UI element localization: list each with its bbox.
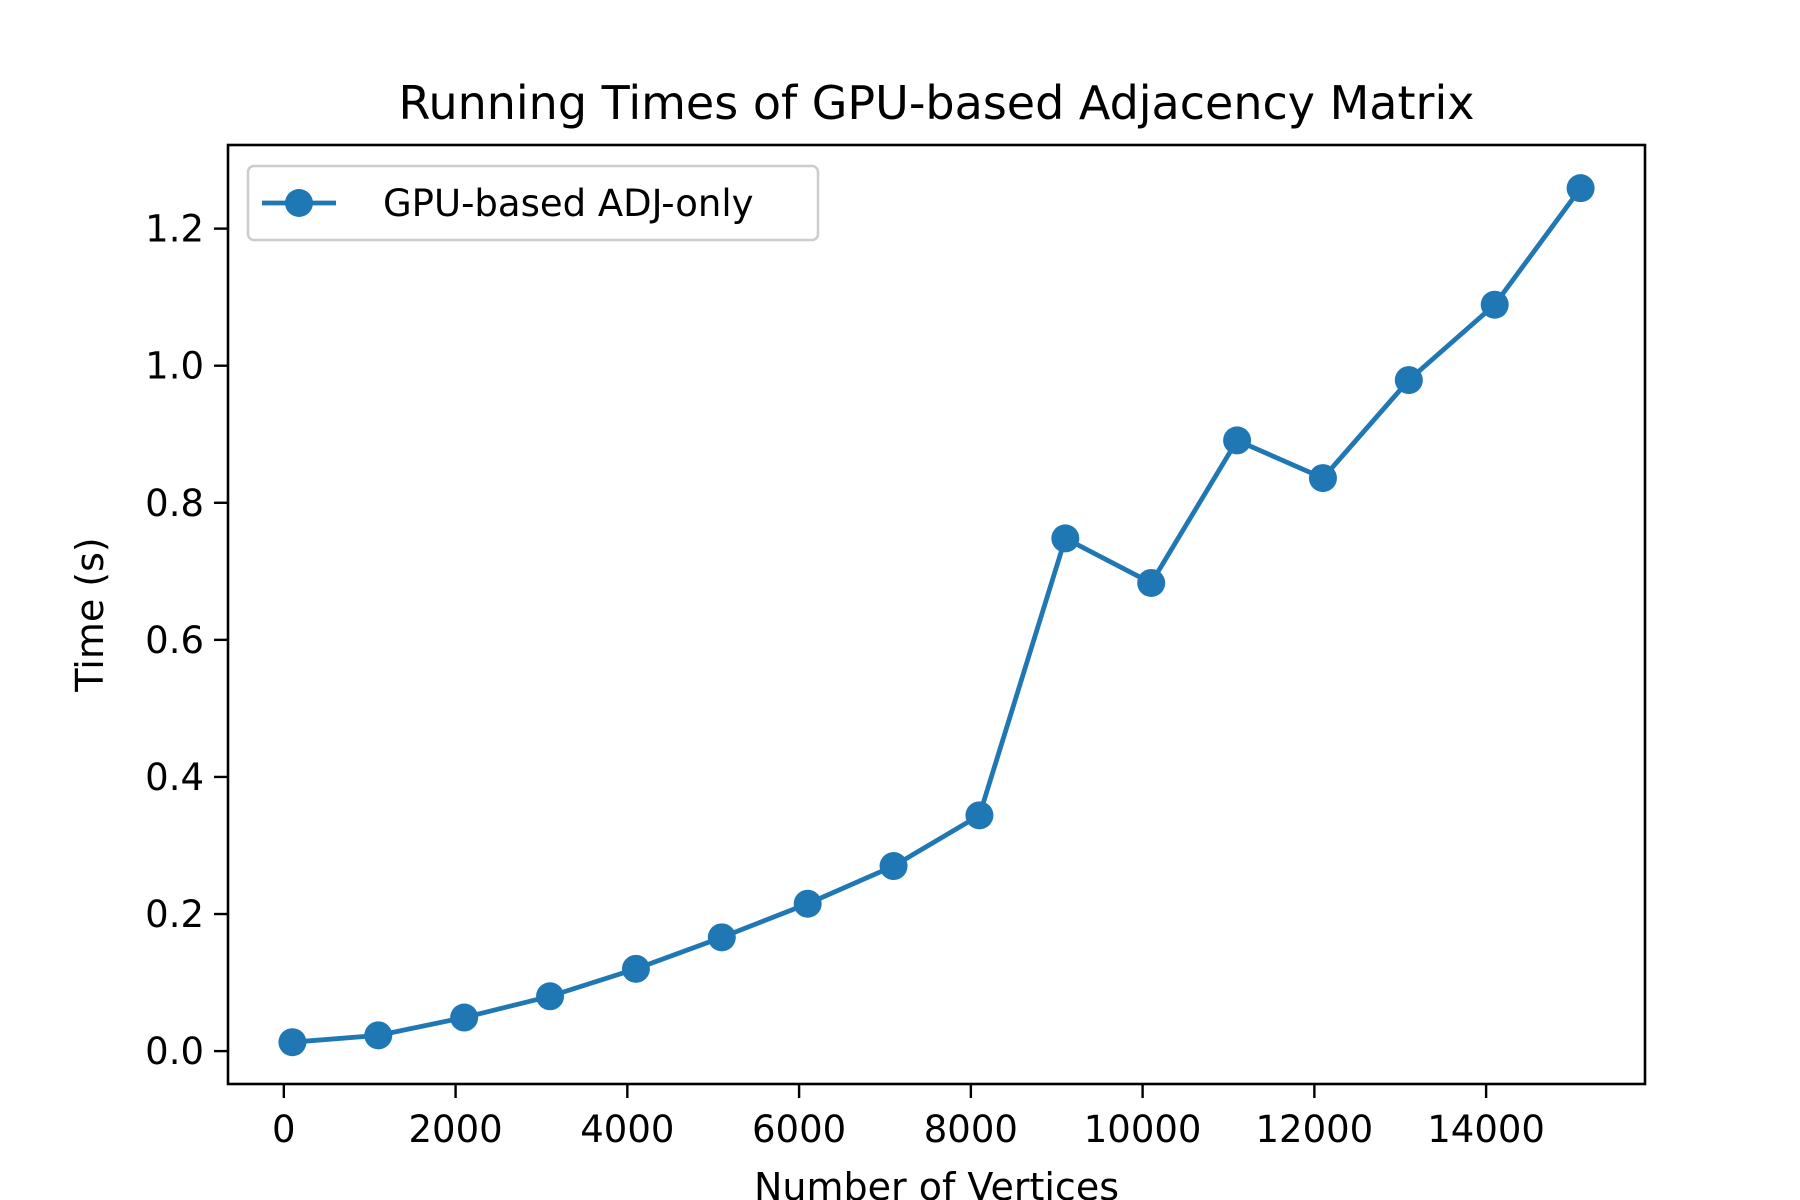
data-point-2 xyxy=(450,1003,479,1032)
data-point-6 xyxy=(793,889,822,918)
legend-marker xyxy=(285,189,313,217)
data-point-9 xyxy=(1051,524,1080,553)
data-point-1 xyxy=(364,1021,393,1050)
series-line-0 xyxy=(292,186,1583,1045)
x-tick-label-1: 2000 xyxy=(408,1108,502,1151)
legend-box xyxy=(246,164,820,242)
legend: GPU-based ADJ-only xyxy=(246,164,820,242)
data-point-13 xyxy=(1394,366,1423,395)
x-tick-label-4: 8000 xyxy=(924,1108,1018,1151)
data-point-12 xyxy=(1308,464,1337,493)
y-tick-label-6: 1.2 xyxy=(145,208,204,251)
x-tick-label-5: 10000 xyxy=(1084,1108,1202,1151)
legend-label: GPU-based ADJ-only xyxy=(383,182,754,225)
y-tick-label-3: 0.6 xyxy=(145,619,204,662)
data-point-0 xyxy=(278,1028,307,1057)
x-tick-label-2: 4000 xyxy=(580,1108,674,1151)
x-axis-label: Number of Vertices xyxy=(754,1165,1119,1200)
data-point-7 xyxy=(879,852,908,881)
data-point-11 xyxy=(1223,426,1252,455)
data-point-5 xyxy=(707,923,736,952)
x-tick-label-6: 12000 xyxy=(1256,1108,1374,1151)
y-tick-label-1: 0.2 xyxy=(145,893,204,936)
data-point-10 xyxy=(1137,568,1166,597)
y-tick-label-0: 0.0 xyxy=(145,1030,204,1073)
x-tick-label-7: 14000 xyxy=(1427,1108,1545,1151)
data-point-4 xyxy=(621,954,650,983)
x-tick-label-0: 0 xyxy=(272,1108,296,1151)
x-axis-ticks: 0 2000 4000 6000 8000 10000 12000 14000 xyxy=(272,1084,1545,1151)
x-tick-label-3: 6000 xyxy=(752,1108,846,1151)
chart-title: Running Times of GPU-based Adjacency Mat… xyxy=(399,76,1475,130)
plot-frame xyxy=(226,143,1647,1086)
data-point-8 xyxy=(965,801,994,830)
data-point-15 xyxy=(1566,174,1595,203)
y-tick-label-4: 0.8 xyxy=(145,482,204,525)
data-point-3 xyxy=(536,982,565,1011)
plot-area xyxy=(226,143,1647,1086)
y-axis-ticks: 0.0 0.2 0.4 0.6 0.8 1.0 1.2 xyxy=(145,208,228,1073)
y-axis-label: Time (s) xyxy=(68,537,112,693)
y-tick-label-5: 1.0 xyxy=(145,345,204,388)
y-tick-label-2: 0.4 xyxy=(145,756,204,799)
data-point-14 xyxy=(1480,290,1509,319)
